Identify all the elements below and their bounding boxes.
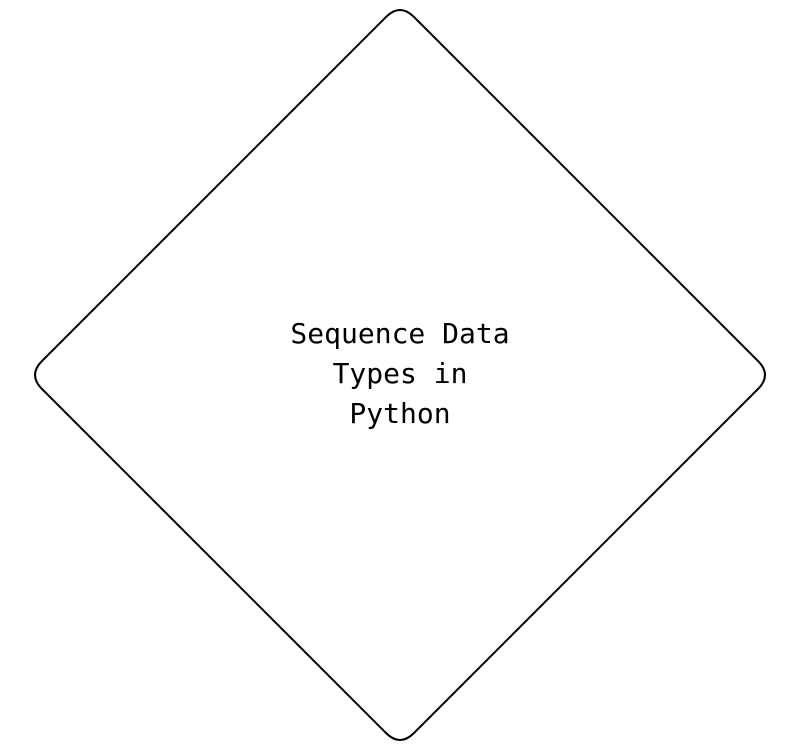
node-label-line-3: Python [349,397,451,430]
decision-diamond-node [34,9,766,741]
node-label-line-1: Sequence Data [290,317,510,350]
node-label-line-2: Types in [332,357,468,390]
diamond-node-label: Sequence Data Types in Python [250,314,550,434]
